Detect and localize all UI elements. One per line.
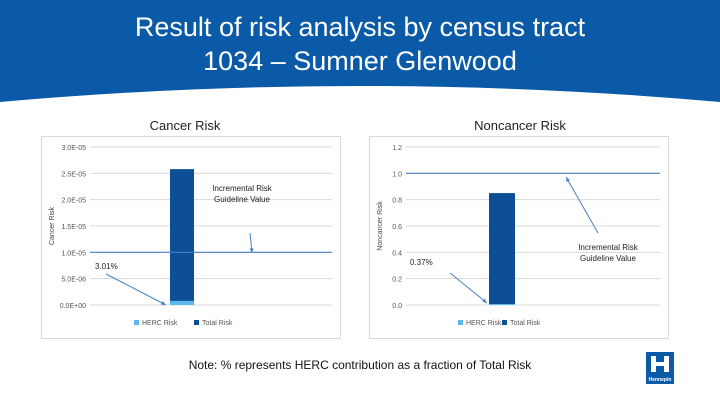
herc-percent-label: 0.37%: [410, 258, 433, 267]
guideline-arrowhead: [249, 248, 254, 253]
legend-label: HERC Risk: [142, 320, 178, 327]
cancer-risk-plot: 0.0E+00 5.0E-06 1.0E-05 1.5E-05 2.0E-05 2.5E-…: [49, 145, 332, 327]
banner-shape: [0, 0, 720, 102]
y-tick-label: 0.0E+00: [60, 303, 86, 310]
guideline-arrowhead: [566, 177, 570, 182]
guideline-annotation: Incremental Risk: [212, 184, 273, 193]
total-risk-bar: [170, 169, 194, 305]
guideline-annotation: Incremental Risk: [578, 243, 639, 252]
legend-label: Total Risk: [202, 320, 233, 327]
legend-swatch: [458, 320, 463, 325]
y-tick-label: 0.4: [392, 250, 402, 257]
cancer-risk-chart: 0.0E+00 5.0E-06 1.0E-05 1.5E-05 2.0E-05 2.5E-…: [41, 136, 341, 339]
legend-label: HERC Risk: [466, 320, 502, 327]
herc-risk-bar: [489, 304, 515, 305]
legend-swatch: [502, 320, 507, 325]
y-tick-label: 1.2: [392, 145, 402, 152]
percent-arrowhead: [482, 298, 487, 303]
y-tick-label: 1.0: [392, 171, 402, 178]
y-tick-label: 1.0E-05: [61, 250, 86, 257]
cancer-chart-title: Cancer Risk: [149, 118, 221, 133]
y-tick-label: 1.5E-05: [61, 224, 86, 231]
noncancer-risk-plot: 0.0 0.2 0.4 0.6 0.8 1.0 1.2 Noncancer Risk Incre…: [377, 145, 660, 327]
legend-label: Total Risk: [510, 320, 541, 327]
guideline-arrow: [565, 176, 599, 234]
noncancer-risk-chart: 0.0 0.2 0.4 0.6 0.8 1.0 1.2 Noncancer Risk Incre…: [369, 136, 669, 339]
slide-title-line1: Result of risk analysis by census tract: [134, 12, 586, 42]
herc-percent-label: 3.01%: [95, 262, 118, 271]
legend-swatch: [194, 320, 199, 325]
y-tick-label: 2.0E-05: [61, 198, 86, 205]
percent-arrow: [449, 272, 488, 304]
y-tick-label: 0.6: [392, 224, 402, 231]
title-banner: [0, 0, 720, 110]
y-axis-label: Noncancer Risk: [377, 201, 384, 251]
y-tick-label: 0.8: [392, 198, 402, 205]
total-risk-bar: [489, 193, 515, 305]
footnote: Note: % represents HERC contribution as …: [188, 358, 532, 372]
guideline-annotation: Guideline Value: [214, 195, 270, 204]
hennepin-logo: Hennepin: [646, 352, 674, 384]
y-axis-label: Cancer Risk: [49, 206, 56, 245]
y-tick-label: 0.2: [392, 277, 402, 284]
y-tick-label: 5.0E-06: [61, 277, 86, 284]
logo-text: Hennepin: [649, 377, 672, 383]
y-tick-label: 0.0: [392, 303, 402, 310]
slide-title-line2: 1034 – Sumner Glenwood: [203, 46, 517, 76]
legend-swatch: [134, 320, 139, 325]
herc-risk-bar: [170, 300, 194, 305]
y-tick-label: 3.0E-05: [61, 145, 86, 152]
percent-arrowhead: [161, 301, 166, 305]
guideline-annotation: Guideline Value: [580, 254, 636, 263]
percent-arrow: [105, 273, 167, 306]
noncancer-chart-title: Noncancer Risk: [474, 118, 566, 133]
y-tick-label: 2.5E-05: [61, 171, 86, 178]
